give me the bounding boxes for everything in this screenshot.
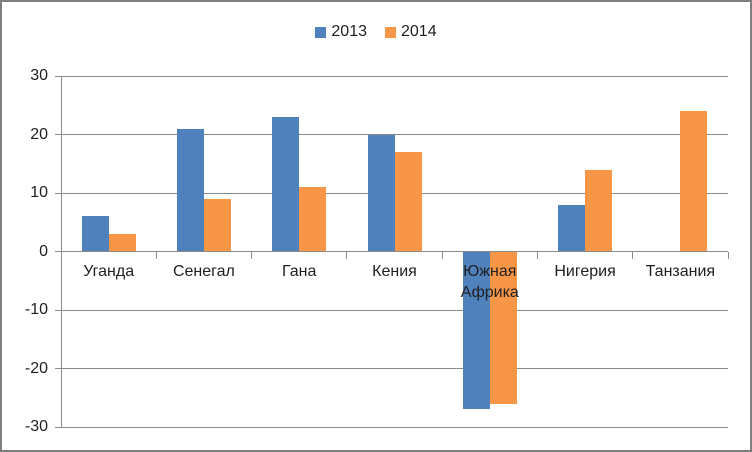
gridline	[61, 134, 728, 135]
x-axis-line	[61, 251, 728, 252]
y-axis-label: 0	[39, 242, 48, 260]
legend-swatch-2013	[315, 26, 327, 38]
y-axis-label: 30	[30, 67, 48, 84]
legend-label-2013: 2013	[331, 23, 367, 40]
x-axis-tick	[346, 251, 348, 259]
bar-2013-1	[176, 128, 204, 252]
y-axis-tick	[55, 251, 61, 252]
y-axis-tick	[55, 192, 61, 194]
bar-2014-4	[489, 251, 517, 404]
bar-2014-6	[680, 111, 708, 252]
y-axis-tick	[55, 426, 61, 428]
bar-2014-2	[299, 187, 327, 252]
y-axis-label: -10	[24, 301, 48, 318]
y-axis-tick	[55, 75, 61, 77]
y-axis-label: 10	[30, 184, 48, 201]
legend-item-2013: 2013	[315, 23, 367, 41]
y-axis-label: -20	[24, 359, 48, 377]
legend-swatch-2014	[385, 26, 396, 38]
x-axis-label: Танзания	[645, 262, 716, 280]
x-axis-label: Уганда	[83, 262, 135, 280]
y-axis-label: -30	[24, 418, 48, 435]
x-axis-tick	[60, 251, 62, 259]
y-axis-tick	[55, 309, 61, 311]
x-axis-label: Нигерия	[554, 262, 616, 280]
x-axis-label: Южная Африка	[460, 262, 519, 301]
bar-2013-0	[81, 216, 109, 252]
bar-2014-3	[394, 152, 422, 252]
legend-label-2014: 2014	[401, 23, 437, 40]
y-axis-label: 20	[30, 125, 48, 143]
bar-2014-5	[585, 169, 613, 252]
y-axis-tick	[55, 368, 61, 369]
x-axis-label: Гана	[282, 262, 317, 280]
legend-item-2014: 2014	[385, 23, 437, 41]
gridline	[61, 75, 728, 77]
bar-2013-3	[367, 134, 395, 252]
bar-2013-4	[462, 251, 490, 410]
x-axis-tick	[536, 251, 538, 259]
y-axis-tick	[55, 134, 61, 135]
gridline	[61, 309, 728, 311]
bar-2013-5	[558, 204, 586, 252]
x-axis-tick	[441, 251, 443, 259]
bar-2014-0	[108, 233, 136, 252]
x-axis-label: Сенегал	[172, 262, 235, 280]
bar-2014-1	[203, 198, 231, 252]
gridline	[61, 368, 728, 369]
x-axis-tick	[727, 251, 729, 259]
x-axis-tick	[632, 251, 634, 259]
legend: 2013 2014	[2, 23, 750, 41]
x-axis-tick	[155, 251, 157, 259]
x-axis-label: Кения	[372, 262, 417, 280]
gridline	[61, 426, 728, 428]
bar-2013-2	[272, 116, 300, 252]
x-axis-tick	[251, 251, 253, 259]
